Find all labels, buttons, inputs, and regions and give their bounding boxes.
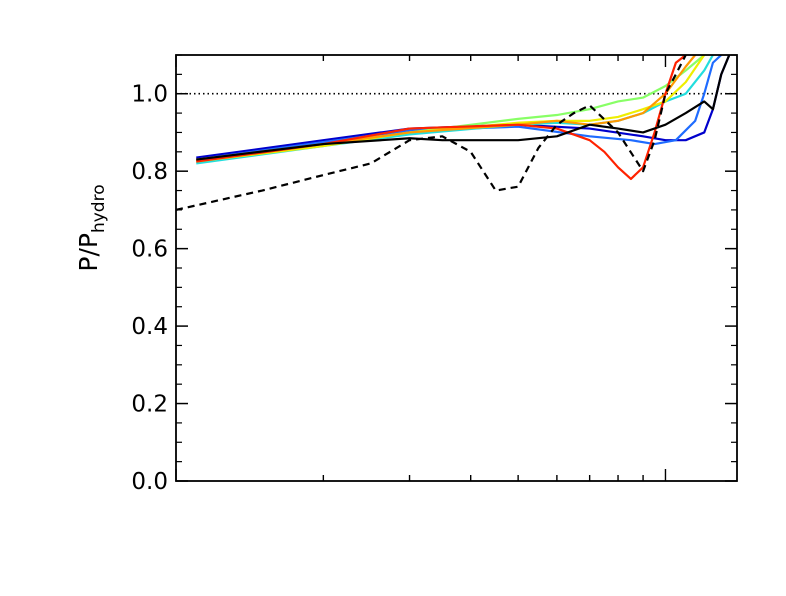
y-tick-label: 0.8 xyxy=(131,159,168,185)
y-axis-label: P/Phydro xyxy=(74,184,109,271)
y-axis-label-main: P/P xyxy=(74,233,103,272)
y-tick-label: 0.0 xyxy=(131,469,168,495)
y-axis-label-subscript: hydro xyxy=(89,184,109,233)
series-line-9 xyxy=(176,55,687,211)
series-line-2 xyxy=(196,55,722,161)
y-tick-label: 0.2 xyxy=(131,392,168,418)
y-tick-label: 1.0 xyxy=(131,82,168,108)
y-tick-label: 0.6 xyxy=(131,237,168,263)
y-tick-label: 0.4 xyxy=(131,314,168,340)
